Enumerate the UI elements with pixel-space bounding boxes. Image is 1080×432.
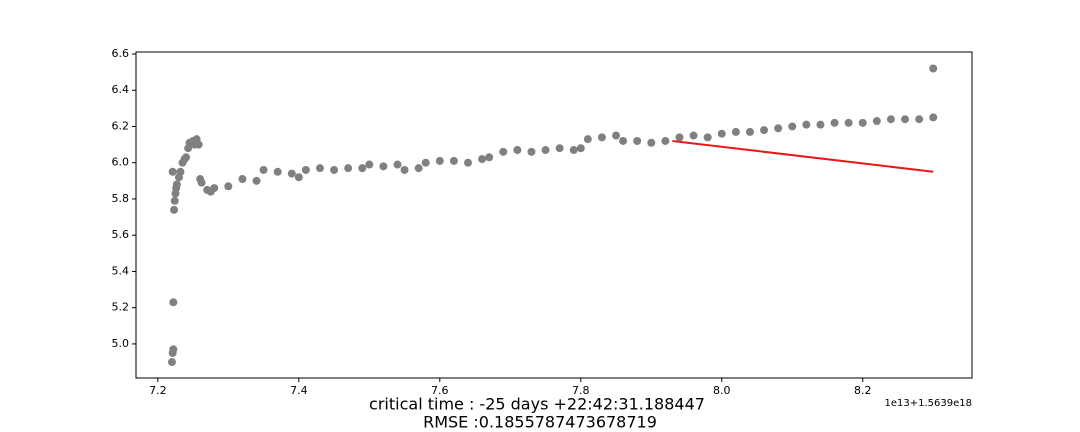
- point: [597, 133, 606, 142]
- point: [929, 64, 938, 73]
- point: [499, 147, 508, 156]
- y-tick-label: 5.6: [112, 228, 130, 241]
- point: [365, 160, 374, 169]
- point: [830, 118, 839, 127]
- point: [176, 167, 185, 176]
- point: [170, 205, 179, 214]
- point: [816, 120, 825, 129]
- x-tick-label: 7.8: [572, 384, 590, 397]
- y-tick-label: 6.0: [112, 156, 130, 169]
- point: [172, 180, 181, 189]
- x-tick-label: 8.2: [854, 384, 872, 397]
- y-tick-label: 6.6: [112, 47, 130, 60]
- x-tick-label: 7.6: [431, 384, 449, 397]
- point: [400, 165, 409, 174]
- point: [633, 136, 642, 145]
- point: [294, 173, 303, 182]
- x-axis-label: critical time : -25 days +22:42:31.18844…: [369, 395, 705, 414]
- point: [555, 144, 564, 153]
- point: [358, 164, 367, 173]
- point: [168, 167, 177, 176]
- point: [210, 184, 219, 193]
- axes-frame: [135, 51, 973, 379]
- point: [301, 165, 310, 174]
- point: [717, 129, 726, 138]
- point: [612, 131, 621, 140]
- fit-line: [672, 139, 934, 173]
- x-tick-label: 7.4: [290, 384, 308, 397]
- point: [224, 182, 233, 191]
- point: [393, 160, 402, 169]
- point: [379, 162, 388, 171]
- point: [421, 158, 430, 167]
- point: [802, 120, 811, 129]
- point: [689, 131, 698, 140]
- point: [576, 144, 585, 153]
- point: [915, 115, 924, 124]
- point: [252, 176, 261, 185]
- point: [169, 345, 178, 354]
- y-tick-label: 6.2: [112, 119, 130, 132]
- y-tick-label: 5.4: [112, 264, 130, 277]
- point: [703, 133, 712, 142]
- x-axis-label: RMSE :0.1855787473678719: [423, 413, 657, 432]
- point: [774, 124, 783, 133]
- point: [583, 135, 592, 144]
- point: [167, 358, 176, 367]
- point: [464, 158, 473, 167]
- point: [901, 115, 910, 124]
- point: [238, 175, 247, 184]
- point: [287, 169, 296, 178]
- point: [273, 167, 282, 176]
- point: [170, 196, 179, 205]
- point: [197, 178, 206, 187]
- point: [760, 126, 769, 135]
- point: [844, 118, 853, 127]
- point: [485, 153, 494, 162]
- point: [478, 155, 487, 164]
- point: [414, 164, 423, 173]
- point: [731, 127, 740, 136]
- x-offset-label: 1e13+1.5639e18: [885, 398, 973, 409]
- point: [315, 164, 324, 173]
- x-tick-label: 7.2: [149, 384, 167, 397]
- y-tick-label: 6.4: [112, 83, 130, 96]
- point: [661, 136, 670, 145]
- point: [745, 127, 754, 136]
- point: [330, 165, 339, 174]
- point: [435, 156, 444, 165]
- point: [647, 138, 656, 147]
- y-tick-label: 5.8: [112, 192, 130, 205]
- point: [194, 140, 203, 149]
- point: [259, 165, 268, 174]
- point: [886, 115, 895, 124]
- point: [182, 153, 191, 162]
- point: [527, 147, 536, 156]
- point: [344, 164, 353, 173]
- point: [858, 118, 867, 127]
- point: [169, 298, 178, 307]
- y-tick-label: 5.0: [112, 337, 130, 350]
- point: [513, 146, 522, 155]
- point: [541, 146, 550, 155]
- point: [675, 133, 684, 142]
- y-tick-label: 5.2: [112, 301, 130, 314]
- point: [619, 136, 628, 145]
- point: [929, 113, 938, 122]
- point: [872, 117, 881, 126]
- x-tick-label: 8.0: [713, 384, 731, 397]
- point: [788, 122, 797, 131]
- point: [449, 156, 458, 165]
- point: [569, 146, 578, 155]
